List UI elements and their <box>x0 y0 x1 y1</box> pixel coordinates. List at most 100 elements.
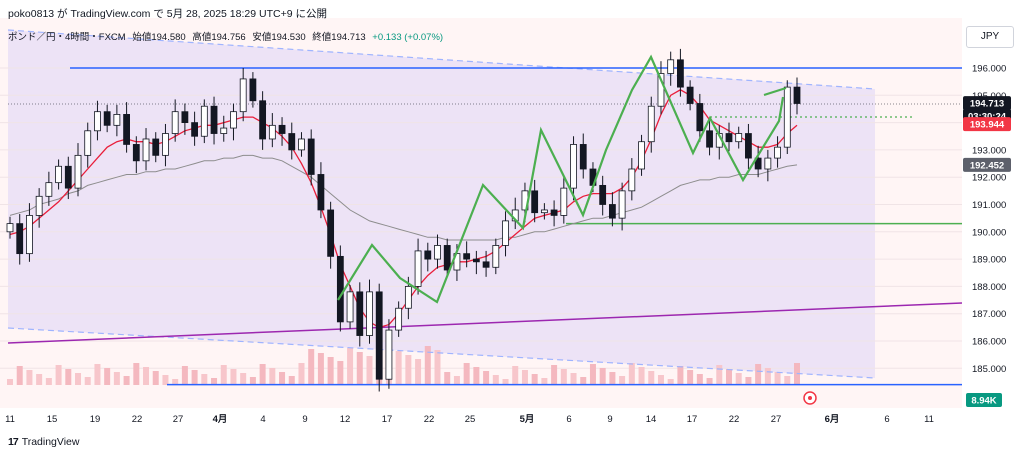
volume-bar <box>45 378 52 385</box>
price-axis[interactable]: 196.000195.000194.000193.000192.000191.0… <box>962 18 1024 408</box>
volume-bar <box>648 371 655 385</box>
volume-bar <box>483 371 490 385</box>
x-tick-label: 22 <box>132 414 143 425</box>
candle-body <box>783 86 791 148</box>
symbol-name[interactable]: ポンド／円・4時間・FXCM <box>8 32 126 43</box>
wave-pattern-line[interactable] <box>337 54 785 304</box>
candle-body <box>6 223 14 233</box>
candle-body <box>346 291 354 323</box>
candle-body <box>152 138 160 156</box>
candle-body <box>132 144 140 162</box>
candle-body <box>414 250 422 287</box>
volume-bar <box>298 363 305 385</box>
volume-bar <box>317 353 324 385</box>
volume-bar <box>84 377 91 385</box>
volume-bar <box>541 378 548 385</box>
volume-bar <box>512 366 519 385</box>
volume-bar <box>211 378 218 385</box>
volume-bar <box>65 369 72 385</box>
volume-bar <box>104 368 111 385</box>
x-tick-label: 6 <box>566 414 571 425</box>
volume-bar <box>279 372 286 385</box>
candle-body <box>657 73 665 107</box>
candle-body <box>531 190 539 214</box>
volume-bar <box>580 377 587 385</box>
candle-body <box>336 255 344 323</box>
volume-bar <box>716 365 723 385</box>
x-tick-label: 12 <box>340 414 351 425</box>
trendline-purple[interactable] <box>7 302 963 344</box>
x-tick-label: 22 <box>424 414 435 425</box>
x-tick-label: 17 <box>687 414 698 425</box>
volume-bar <box>327 357 334 385</box>
change-value: +0.133 (+0.07%) <box>372 32 444 43</box>
x-tick-label: 27 <box>771 414 782 425</box>
x-tick-label: 6月 <box>825 414 840 425</box>
candle-body <box>502 220 509 246</box>
candle-body <box>103 111 111 126</box>
candle-body <box>764 157 772 170</box>
volume-bar <box>143 367 150 385</box>
candle-body <box>220 127 228 134</box>
volume-bar <box>696 374 703 385</box>
candle-body <box>191 122 199 137</box>
volume-bar <box>628 363 635 385</box>
candle-body <box>94 111 101 132</box>
x-tick-label: 27 <box>173 414 184 425</box>
x-tick-label: 11 <box>5 414 15 425</box>
candle-body <box>686 86 694 104</box>
horizontal-levels[interactable] <box>70 67 962 386</box>
y-tick-label: 189.000 <box>972 255 1006 266</box>
candle-body <box>570 144 577 189</box>
y-tick-label: 187.000 <box>972 309 1006 320</box>
candle-body <box>463 253 471 260</box>
volume-bar <box>599 368 606 385</box>
volume-bar <box>609 372 616 385</box>
candle-body <box>472 258 480 263</box>
candle-body <box>317 174 325 211</box>
svg-text:8.94K: 8.94K <box>971 396 996 407</box>
candle-body <box>356 291 364 336</box>
y-tick-label: 185.000 <box>972 364 1006 375</box>
publish-info: poko0813 が TradingView.com で 5月 28, 2025… <box>8 8 327 20</box>
volume-bar <box>152 371 159 385</box>
volume-tag: 8.94K <box>966 393 1002 407</box>
volume-bar <box>356 352 363 385</box>
price-tag <box>963 117 1011 132</box>
price-tag <box>963 96 1011 111</box>
candles <box>6 48 801 392</box>
volume-bar <box>133 363 140 385</box>
volume-bar <box>619 376 626 385</box>
ma-fast-line <box>9 89 798 329</box>
x-tick-label: 4 <box>260 414 265 425</box>
ma-slow-line <box>9 154 798 241</box>
x-tick-label: 5月 <box>520 414 535 425</box>
volume-bar <box>463 363 470 385</box>
volume-bar <box>502 379 509 385</box>
candle-body <box>200 105 208 137</box>
x-tick-label: 6 <box>884 414 889 425</box>
y-tick-label: 191.000 <box>972 200 1006 211</box>
volume-bar <box>395 351 402 385</box>
x-tick-label: 15 <box>47 414 58 425</box>
candle-body <box>142 138 150 162</box>
currency-button[interactable]: JPY <box>966 26 1014 48</box>
candle-body <box>424 250 432 260</box>
volume-bar <box>492 375 499 385</box>
volume-bar <box>16 366 23 385</box>
candle-body <box>618 190 626 219</box>
candle-body <box>696 103 704 132</box>
volume-bar <box>26 370 33 385</box>
candle-body <box>35 195 43 216</box>
time-axis[interactable]: 11 15 19 22 27 4月 4 9 12 17 22 25 5月 6 9 14 17 22 27 6月 6 11 <box>0 408 962 430</box>
volume-bar <box>94 364 101 385</box>
candle-body <box>443 245 451 271</box>
volume-bar <box>240 373 247 385</box>
volume-bar <box>201 374 208 385</box>
x-tick-label: 11 <box>924 414 934 425</box>
volume-bar <box>55 365 62 385</box>
volume-bar <box>75 373 82 385</box>
candle-body <box>16 223 24 255</box>
